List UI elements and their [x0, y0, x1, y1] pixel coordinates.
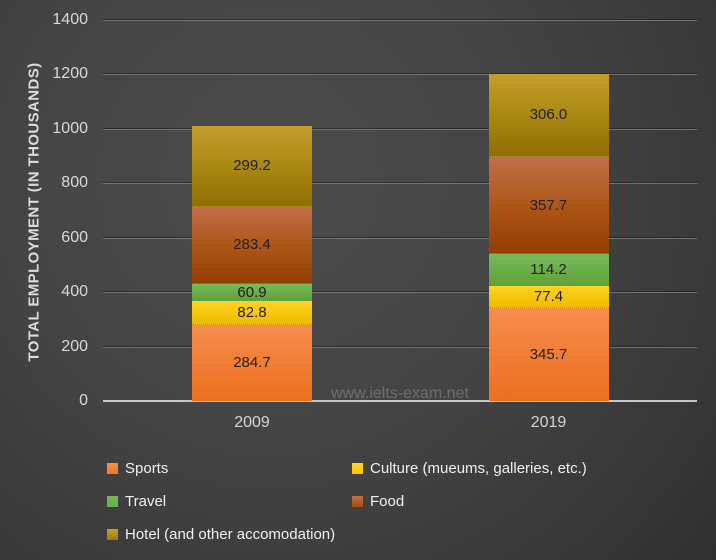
- x-category-label: 2019: [530, 414, 567, 431]
- y-tick-label: 1000: [52, 119, 88, 137]
- legend-item-travel: Travel: [107, 493, 352, 510]
- legend-label: Travel: [125, 493, 167, 510]
- legend-item-hotel: Hotel (and other accomodation): [107, 526, 352, 543]
- legend-swatch-icon: [107, 463, 118, 474]
- value-label: 284.7: [233, 354, 271, 372]
- gridline: [103, 74, 697, 75]
- y-tick-label: 1200: [52, 65, 88, 82]
- bar-2019: 306.0 357.7 114.2 77.4 345.7: [488, 73, 609, 401]
- gridline: [103, 19, 697, 21]
- gridline: [103, 346, 697, 348]
- y-tick-label: 600: [61, 228, 88, 246]
- x-category-label: 2009: [234, 414, 270, 431]
- segment-sports: 345.7: [488, 307, 609, 401]
- gridline: [103, 128, 697, 130]
- gridline: [103, 292, 697, 293]
- value-label: 82.8: [237, 303, 267, 321]
- y-tick-label: 800: [61, 174, 88, 191]
- segment-hotel: 299.2: [192, 125, 312, 207]
- legend-swatch-icon: [352, 496, 363, 507]
- value-label: 299.2: [233, 157, 271, 175]
- segment-culture: 77.4: [488, 286, 609, 308]
- value-label: 357.7: [529, 196, 568, 214]
- segment-travel: 60.9: [192, 283, 312, 302]
- y-tick-label: 1400: [52, 10, 88, 28]
- legend-item-sports: Sports: [107, 460, 352, 477]
- segment-sports: 284.7: [192, 324, 312, 401]
- y-axis-title: TOTAL EMPLOYMENT (IN THOUSANDS): [25, 62, 43, 362]
- y-tick-label: 200: [61, 337, 88, 355]
- value-label: 306.0: [529, 106, 568, 124]
- value-label: 114.2: [530, 261, 567, 279]
- segment-travel: 114.2: [488, 254, 609, 287]
- legend-label: Food: [370, 493, 405, 510]
- legend-label: Sports: [125, 460, 169, 477]
- value-label: 60.9: [237, 283, 267, 301]
- bar-2009: 299.2 283.4 60.9 82.8 284.7: [192, 125, 312, 401]
- legend-swatch-icon: [352, 463, 363, 474]
- segment-hotel: 306.0: [488, 73, 609, 158]
- segment-food: 357.7: [488, 157, 609, 255]
- value-label: 77.4: [533, 288, 564, 305]
- y-tick-label: 0: [79, 392, 88, 409]
- x-axis-line: [103, 400, 697, 402]
- legend-item-culture: Culture (mueums, galleries, etc.): [352, 460, 587, 477]
- legend: Sports Culture (mueums, galleries, etc.) T…: [107, 452, 587, 551]
- legend-label: Culture (mueums, galleries, etc.): [370, 460, 587, 477]
- y-tick-label: 400: [61, 283, 88, 300]
- segment-culture: 82.8: [192, 301, 312, 325]
- legend-swatch-icon: [107, 529, 118, 540]
- legend-item-food: Food: [352, 493, 587, 510]
- legend-swatch-icon: [107, 496, 118, 507]
- gridline: [103, 237, 697, 239]
- segment-food: 283.4: [192, 206, 312, 284]
- watermark-text: www.ielts-exam.net: [331, 385, 469, 402]
- value-label: 283.4: [233, 236, 271, 254]
- legend-label: Hotel (and other accomodation): [125, 526, 336, 543]
- gridline: [103, 183, 697, 184]
- value-label: 345.7: [529, 345, 568, 363]
